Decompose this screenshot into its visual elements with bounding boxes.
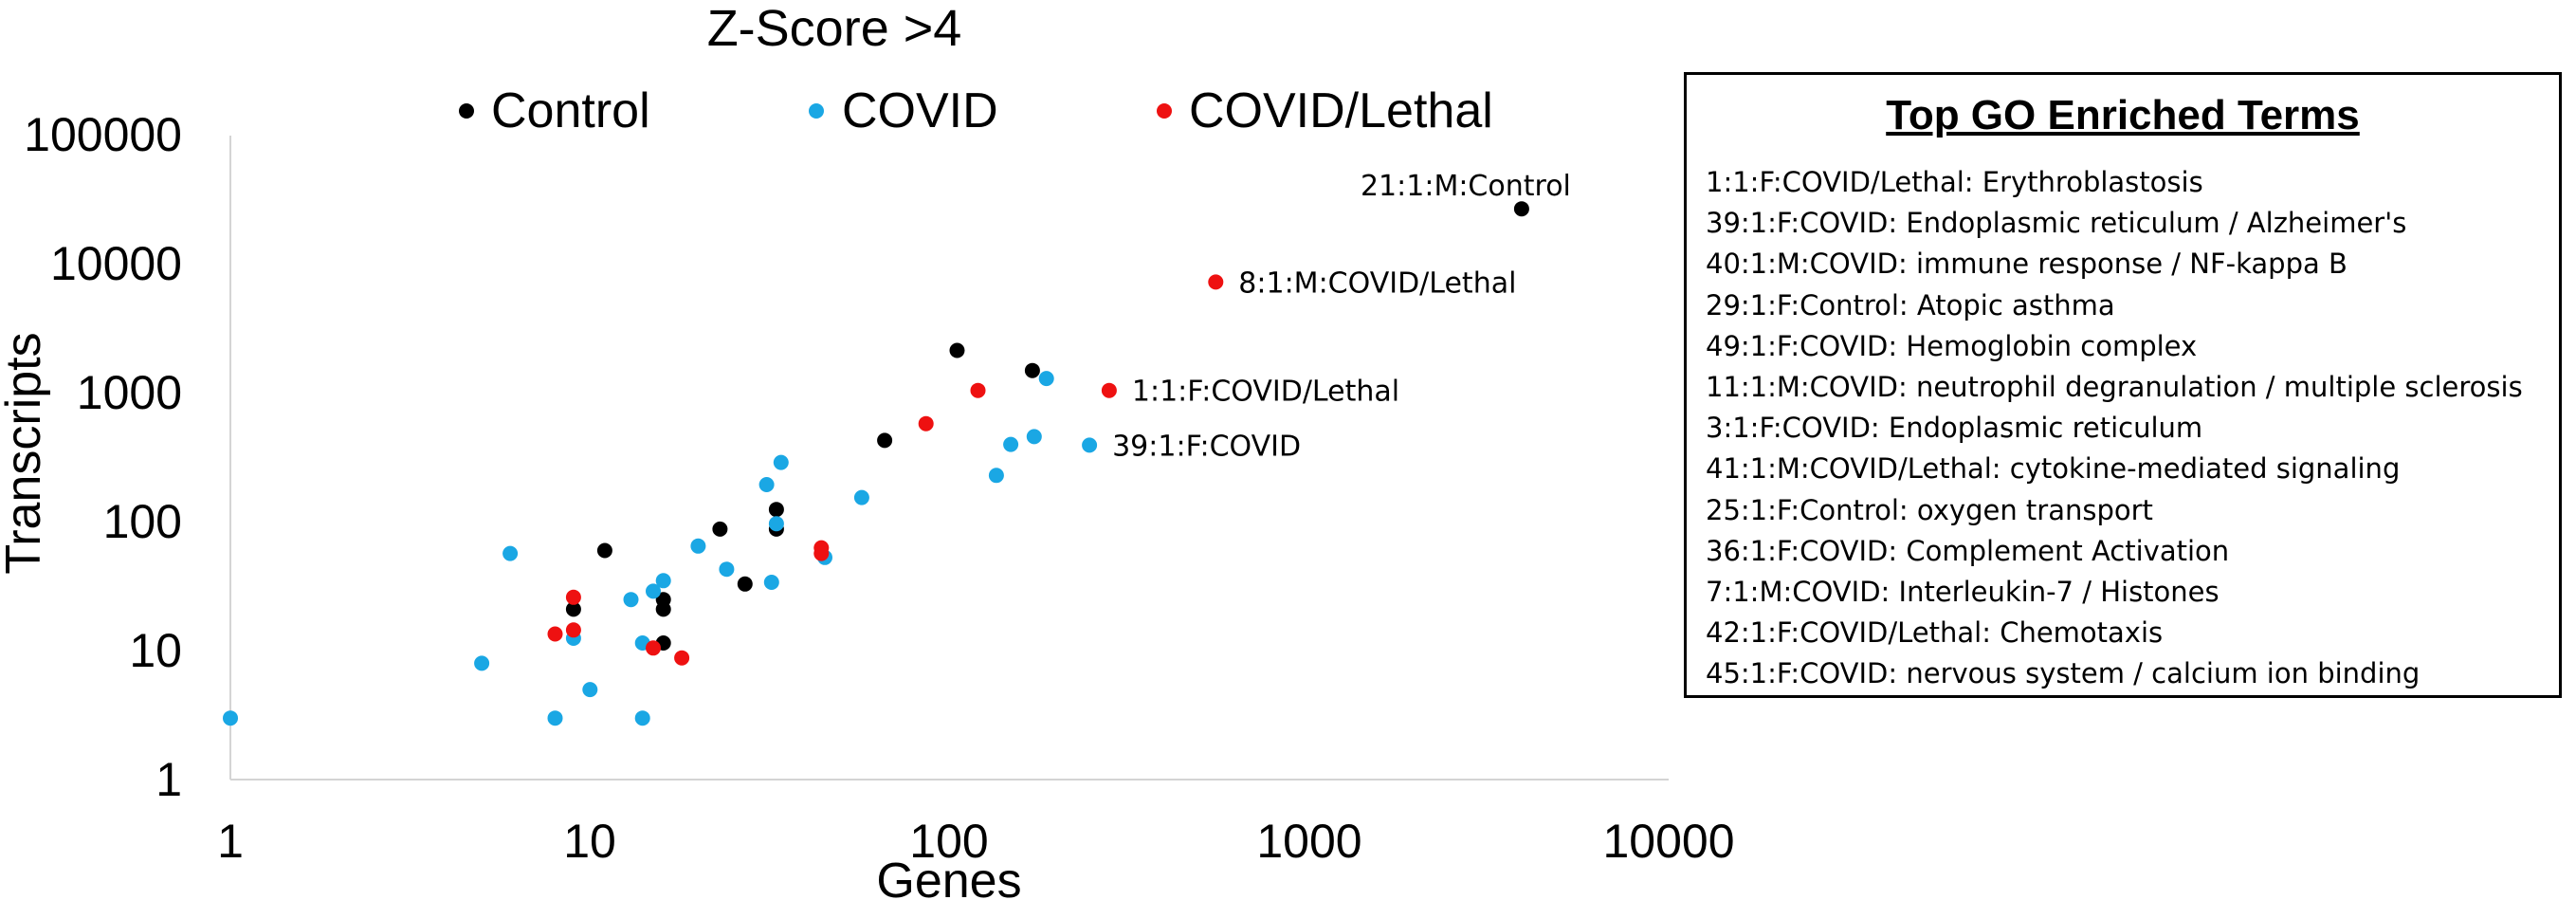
- go-term-item: 39:1:F:COVID: Endoplasmic reticulum / Al…: [1706, 207, 2407, 240]
- legend-label-covid: COVID: [842, 83, 998, 138]
- y-tick-label: 10: [129, 624, 182, 677]
- go-term-item: 42:1:F:COVID/Lethal: Chemotaxis: [1706, 616, 2164, 650]
- data-point-covid: [646, 583, 661, 599]
- data-point-covid-lethal: [547, 626, 563, 642]
- go-term-item: 36:1:F:COVID: Complement Activation: [1706, 534, 2230, 567]
- data-point-covid: [655, 573, 671, 589]
- y-axis-title: Transcripts: [0, 332, 51, 574]
- data-point-covid-lethal: [918, 415, 934, 432]
- data-point-covid-lethal: [565, 589, 581, 605]
- data-point-covid-lethal: [646, 640, 661, 656]
- go-panel-title: Top GO Enriched Terms: [1886, 92, 2360, 138]
- data-point-covid: [773, 454, 789, 470]
- data-point-control: [1513, 201, 1529, 217]
- y-tick-label: 1000: [77, 366, 182, 419]
- data-point-control: [1024, 362, 1040, 378]
- x-tick-label: 10: [563, 815, 616, 868]
- go-term-item: 40:1:M:COVID: immune response / NF-kappa…: [1706, 248, 2348, 281]
- x-axis-title: Genes: [876, 854, 1021, 900]
- legend-marker-covid-lethal: [1157, 103, 1172, 119]
- x-tick-label: 1: [217, 815, 244, 868]
- go-term-item: 25:1:F:Control: oxygen transport: [1706, 493, 2153, 526]
- data-point-control: [712, 521, 728, 537]
- data-point-covid: [623, 592, 639, 608]
- legend-marker-covid: [809, 103, 824, 119]
- point-annotation: 1:1:F:COVID/Lethal: [1132, 376, 1399, 409]
- data-points: [223, 201, 1529, 726]
- legend-label-control: Control: [491, 83, 650, 138]
- go-term-item: 41:1:M:COVID/Lethal: cytokine-mediated s…: [1706, 452, 2401, 486]
- go-terms-list: 1:1:F:COVID/Lethal: Erythroblastosis 39:1…: [1706, 162, 2549, 694]
- data-point-covid-lethal: [970, 382, 986, 398]
- data-point-covid: [1003, 436, 1019, 452]
- point-annotation: 8:1:M:COVID/Lethal: [1238, 266, 1516, 300]
- data-point-covid: [690, 538, 706, 554]
- data-point-control: [737, 576, 753, 592]
- data-point-covid: [988, 468, 1004, 484]
- go-terms-panel: Top GO Enriched Terms 1:1:F:COVID/Lethal…: [1684, 72, 2562, 698]
- data-point-covid: [1038, 371, 1054, 387]
- y-tick-label: 1: [155, 753, 182, 806]
- data-point-covid: [634, 710, 650, 726]
- data-point-control: [655, 601, 671, 617]
- go-term-item: 49:1:F:COVID: Hemoglobin complex: [1706, 329, 2198, 362]
- data-point-covid: [474, 655, 490, 671]
- data-point-covid-lethal: [565, 622, 581, 638]
- data-point-covid: [853, 489, 869, 505]
- x-tick-label: 1000: [1256, 815, 1361, 868]
- data-point-control: [877, 432, 893, 449]
- data-point-covid: [763, 575, 779, 590]
- go-term-item: 11:1:M:COVID: neutrophil degranulation /…: [1706, 370, 2523, 403]
- data-point-covid-lethal: [674, 650, 690, 666]
- legend-marker-control: [459, 103, 474, 119]
- data-point-covid-lethal: [813, 545, 830, 561]
- data-point-control: [596, 542, 612, 559]
- data-point-covid: [547, 710, 563, 726]
- data-point-covid: [582, 682, 598, 698]
- data-point-control: [949, 342, 965, 358]
- y-tick-label: 100000: [24, 108, 182, 161]
- y-tick-label: 100: [103, 495, 182, 548]
- go-term-item: 1:1:F:COVID/Lethal: Erythroblastosis: [1706, 166, 2203, 198]
- x-tick-labels: 1 10 100 1000 10000: [217, 815, 1734, 868]
- go-term-item: 29:1:F:Control: Atopic asthma: [1706, 288, 2115, 321]
- x-tick-label: 10000: [1602, 815, 1734, 868]
- data-point-covid-lethal: [1101, 382, 1117, 398]
- data-point-covid: [502, 545, 519, 561]
- data-point-covid: [1026, 429, 1042, 445]
- data-point-control: [565, 601, 581, 617]
- legend: Control COVID COVID/Lethal: [459, 83, 1493, 138]
- go-term-item: 7:1:M:COVID: Interleukin-7 / Histones: [1706, 575, 2220, 608]
- data-point-covid: [768, 516, 784, 532]
- chart-title: Z-Score >4: [707, 0, 962, 57]
- point-annotation: 39:1:F:COVID: [1112, 430, 1301, 463]
- go-term-item: 45:1:F:COVID: nervous system / calcium i…: [1706, 657, 2421, 690]
- point-annotation: 21:1:M:Control: [1361, 170, 1571, 203]
- y-tick-label: 10000: [50, 237, 182, 290]
- data-point-covid: [758, 477, 775, 492]
- y-tick-labels: 100000 10000 1000 100 10 1: [24, 108, 182, 806]
- data-point-covid: [719, 561, 735, 578]
- legend-label-covid-lethal: COVID/Lethal: [1189, 83, 1493, 138]
- data-point-covid: [1082, 437, 1098, 453]
- data-point-covid-lethal: [1208, 274, 1224, 290]
- point-annotations: 21:1:M:Control 8:1:M:COVID/Lethal 1:1:F:CO…: [1112, 170, 1571, 463]
- x-tick-label: 100: [909, 815, 988, 868]
- go-term-item: 3:1:F:COVID: Endoplasmic reticulum: [1706, 412, 2203, 445]
- data-point-covid: [223, 710, 238, 726]
- data-point-control: [768, 502, 784, 518]
